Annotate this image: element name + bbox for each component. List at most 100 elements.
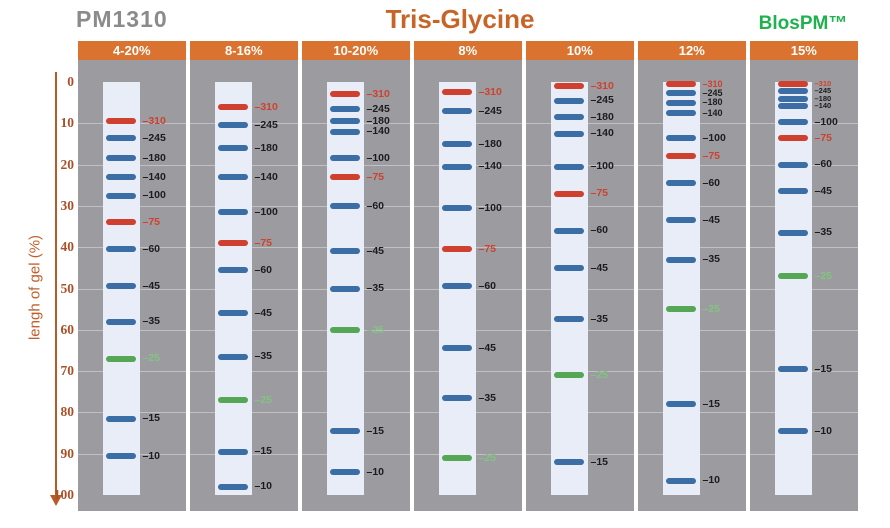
protein-band-100kda (665, 134, 696, 141)
protein-band-310kda (441, 89, 472, 96)
gel-lane (774, 82, 812, 495)
gel-percent-header: 4-20% (77, 41, 186, 60)
band-label-45: –45 (254, 307, 273, 320)
protein-band-75kda (329, 173, 360, 180)
band-label-100: –100 (590, 160, 614, 173)
protein-band-245kda (665, 90, 696, 97)
protein-band-10kda (105, 452, 136, 459)
protein-band-10kda (217, 483, 248, 490)
protein-band-10kda (777, 427, 808, 434)
band-label-35: –35 (366, 282, 385, 295)
protein-band-35kda (105, 318, 136, 325)
protein-band-180kda (217, 145, 248, 152)
gel-lane (550, 82, 588, 495)
gel-panel-12%: 12% –310 –245 –180 –140 –100 –75 –60 –45 –35 –25 –1… (637, 41, 746, 511)
gel-panel-10-20%: 10-20% –310 –245 –180 –140 –100 –75 –60 –45 –35 –2… (301, 41, 410, 511)
y-tick-90: 90 (60, 445, 75, 461)
gel-panel-8%: 8% –310 –245 –180 –140 –100 –75 –60 –45 –35 –25 (413, 41, 522, 511)
protein-band-15kda (105, 415, 136, 422)
protein-band-245kda (329, 105, 360, 112)
band-label-140: –140 (590, 127, 614, 140)
protein-band-310kda (553, 83, 584, 90)
gel-system-title: Tris-Glycine (385, 4, 535, 34)
protein-band-60kda (105, 246, 136, 253)
protein-band-310kda (777, 80, 808, 87)
protein-band-180kda (665, 99, 696, 106)
band-label-100: –100 (814, 115, 838, 128)
y-tick-10: 10 (60, 115, 75, 131)
protein-band-15kda (329, 427, 360, 434)
band-label-60: –60 (142, 243, 161, 255)
gel-panel-body: –310 –245 –180 –140 –100 –75 –60 –45 –35 –25 –15 –1… (301, 60, 410, 511)
y-tick-30: 30 (60, 197, 75, 213)
gel-percent-header: 15% (749, 41, 858, 60)
band-label-10: –10 (366, 466, 385, 479)
gel-panel-body: –310 –245 –180 –140 –100 –75 –60 –45 –35 –25 –15 –1… (749, 60, 858, 511)
band-label-45: –45 (590, 261, 609, 274)
protein-band-100kda (105, 192, 136, 199)
protein-band-15kda (777, 366, 808, 373)
y-tick-70: 70 (60, 363, 75, 379)
protein-band-245kda (777, 88, 808, 95)
band-label-25: –25 (814, 269, 833, 282)
band-label-15: –15 (702, 397, 721, 410)
gel-percent-header: 10% (525, 41, 634, 60)
protein-band-45kda (105, 283, 136, 290)
band-label-25: –25 (142, 352, 161, 365)
gel-panel-15%: 15% –310 –245 –180 –140 –100 –75 –60 –45 –35 –25 –1… (749, 41, 858, 511)
protein-band-35kda (777, 229, 808, 236)
band-label-60: –60 (590, 224, 609, 237)
band-label-245: –245 (366, 102, 390, 115)
gel-panel-10%: 10% –310 –245 –180 –140 –100 –75 –60 –45 –35 –25 –1… (525, 41, 634, 511)
band-label-245: –245 (702, 87, 723, 98)
band-label-15: –15 (366, 424, 385, 437)
band-label-10: –10 (702, 474, 721, 487)
protein-band-35kda (665, 256, 696, 263)
band-label-310: –310 (254, 100, 278, 113)
protein-band-60kda (665, 180, 696, 187)
protein-band-310kda (217, 103, 248, 110)
band-label-25: –25 (254, 393, 273, 406)
band-label-310: –310 (142, 114, 166, 127)
band-label-180: –180 (254, 141, 278, 154)
band-label-60: –60 (254, 263, 273, 276)
band-label-35: –35 (590, 313, 609, 326)
band-label-15: –15 (814, 362, 833, 375)
protein-band-140kda (665, 110, 696, 117)
band-label-180: –180 (590, 110, 614, 123)
band-label-310: –310 (590, 79, 614, 92)
band-label-100: –100 (478, 201, 502, 214)
protein-band-140kda (553, 130, 584, 137)
band-label-15: –15 (254, 445, 273, 458)
band-label-15: –15 (590, 455, 609, 468)
protein-band-60kda (217, 266, 248, 273)
band-label-25: –25 (590, 368, 609, 381)
band-label-140: –140 (254, 170, 278, 183)
band-label-25: –25 (366, 323, 385, 336)
protein-band-245kda (105, 134, 136, 141)
protein-band-75kda (665, 153, 696, 160)
band-label-75: –75 (814, 131, 833, 144)
protein-band-45kda (665, 217, 696, 224)
protein-band-245kda (217, 122, 248, 129)
protein-band-60kda (777, 161, 808, 168)
protein-band-15kda (553, 458, 584, 465)
y-axis-line (55, 72, 57, 496)
gel-panel-body: –310 –245 –180 –140 –100 –75 –60 –45 –35 –25 –15 –1… (189, 60, 298, 511)
protein-band-180kda (553, 114, 584, 121)
protein-band-310kda (665, 81, 696, 88)
protein-band-140kda (441, 163, 472, 170)
band-label-45: –45 (366, 245, 385, 258)
band-label-180: –180 (142, 152, 166, 165)
band-label-45: –45 (702, 214, 721, 227)
band-label-180: –180 (366, 114, 390, 127)
band-label-245: –245 (254, 119, 278, 132)
band-label-245: –245 (814, 86, 832, 96)
protein-band-310kda (329, 91, 360, 98)
band-label-45: –45 (814, 185, 833, 198)
band-label-25: –25 (702, 302, 721, 315)
protein-band-35kda (553, 316, 584, 323)
protein-band-15kda (217, 448, 248, 455)
gel-panel-body: –310 –245 –180 –140 –100 –75 –60 –45 –35 –25 –15 –1… (77, 60, 186, 511)
